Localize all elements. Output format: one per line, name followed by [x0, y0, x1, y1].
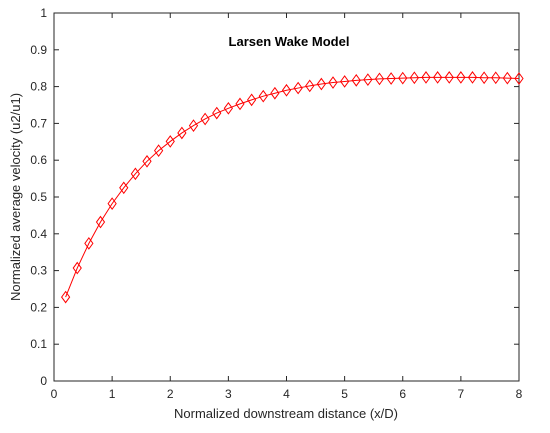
- data-point: [386, 72, 396, 85]
- data-point: [456, 71, 466, 84]
- data-point: [374, 72, 385, 86]
- data-point: [223, 101, 233, 115]
- data-point: [270, 86, 280, 100]
- x-tick-label: 7: [458, 387, 465, 401]
- data-point: [200, 112, 210, 126]
- data-point: [293, 81, 303, 95]
- x-tick-label: 1: [109, 387, 116, 401]
- data-point: [398, 71, 408, 85]
- y-tick-label: 0.2: [30, 300, 47, 314]
- x-axis-label: Normalized downstream distance (x/D): [174, 406, 398, 421]
- y-axis-ticks: 0 0.1 0.2 0.3 0.4 0.5 0.6 0.7 0.8 0.9 1: [30, 6, 519, 388]
- y-tick-label: 0.3: [30, 264, 47, 278]
- data-point: [409, 71, 419, 85]
- data-point: [351, 73, 361, 87]
- y-tick-label: 0.1: [30, 337, 47, 351]
- data-point: [433, 71, 443, 84]
- data-point: [421, 71, 431, 84]
- chart-title: Larsen Wake Model: [229, 34, 350, 49]
- data-point: [514, 72, 524, 85]
- y-tick-label: 0.4: [30, 227, 47, 241]
- x-tick-label: 2: [167, 387, 174, 401]
- data-point: [444, 71, 454, 84]
- y-axis-label: Normalized average velocity (u2/u1): [8, 93, 23, 301]
- y-tick-label: 0.9: [30, 43, 47, 57]
- data-point: [340, 75, 350, 88]
- y-tick-label: 0.5: [30, 190, 47, 204]
- data-point: [107, 197, 117, 210]
- data-point: [258, 89, 268, 103]
- data-point: [72, 261, 82, 275]
- y-tick-label: 0.6: [30, 153, 47, 167]
- data-point: [212, 106, 222, 120]
- data-point: [316, 77, 326, 91]
- y-tick-label: 0: [40, 374, 47, 388]
- data-point: [479, 71, 489, 85]
- x-tick-label: 3: [225, 387, 232, 401]
- data-point: [502, 71, 512, 85]
- data-point: [305, 79, 315, 93]
- data-point: [177, 126, 187, 140]
- data-point: [119, 181, 129, 195]
- series-layer: [61, 71, 524, 304]
- x-tick-label: 6: [399, 387, 406, 401]
- data-point: [491, 71, 501, 85]
- data-point: [328, 76, 338, 89]
- data-point: [154, 144, 164, 157]
- x-tick-label: 0: [51, 387, 58, 401]
- y-tick-label: 0.7: [30, 116, 47, 130]
- data-point: [363, 73, 373, 86]
- data-point: [95, 215, 106, 229]
- series-line: [65, 76, 520, 298]
- x-axis-ticks: 0 1 2 3 4 5 6 7 8: [51, 13, 523, 401]
- data-point: [61, 290, 71, 304]
- data-point: [142, 154, 152, 168]
- plot-area: [53, 12, 520, 382]
- x-tick-label: 5: [341, 387, 348, 401]
- data-point: [130, 167, 140, 181]
- data-point: [467, 71, 478, 84]
- data-point: [165, 135, 175, 148]
- x-tick-label: 8: [516, 387, 523, 401]
- data-point: [188, 119, 199, 132]
- data-point: [235, 97, 245, 111]
- data-point: [84, 237, 94, 250]
- x-tick-label: 4: [283, 387, 290, 401]
- data-point: [247, 93, 257, 107]
- y-tick-label: 1: [40, 6, 47, 20]
- y-tick-label: 0.8: [30, 80, 47, 94]
- data-point: [281, 83, 292, 97]
